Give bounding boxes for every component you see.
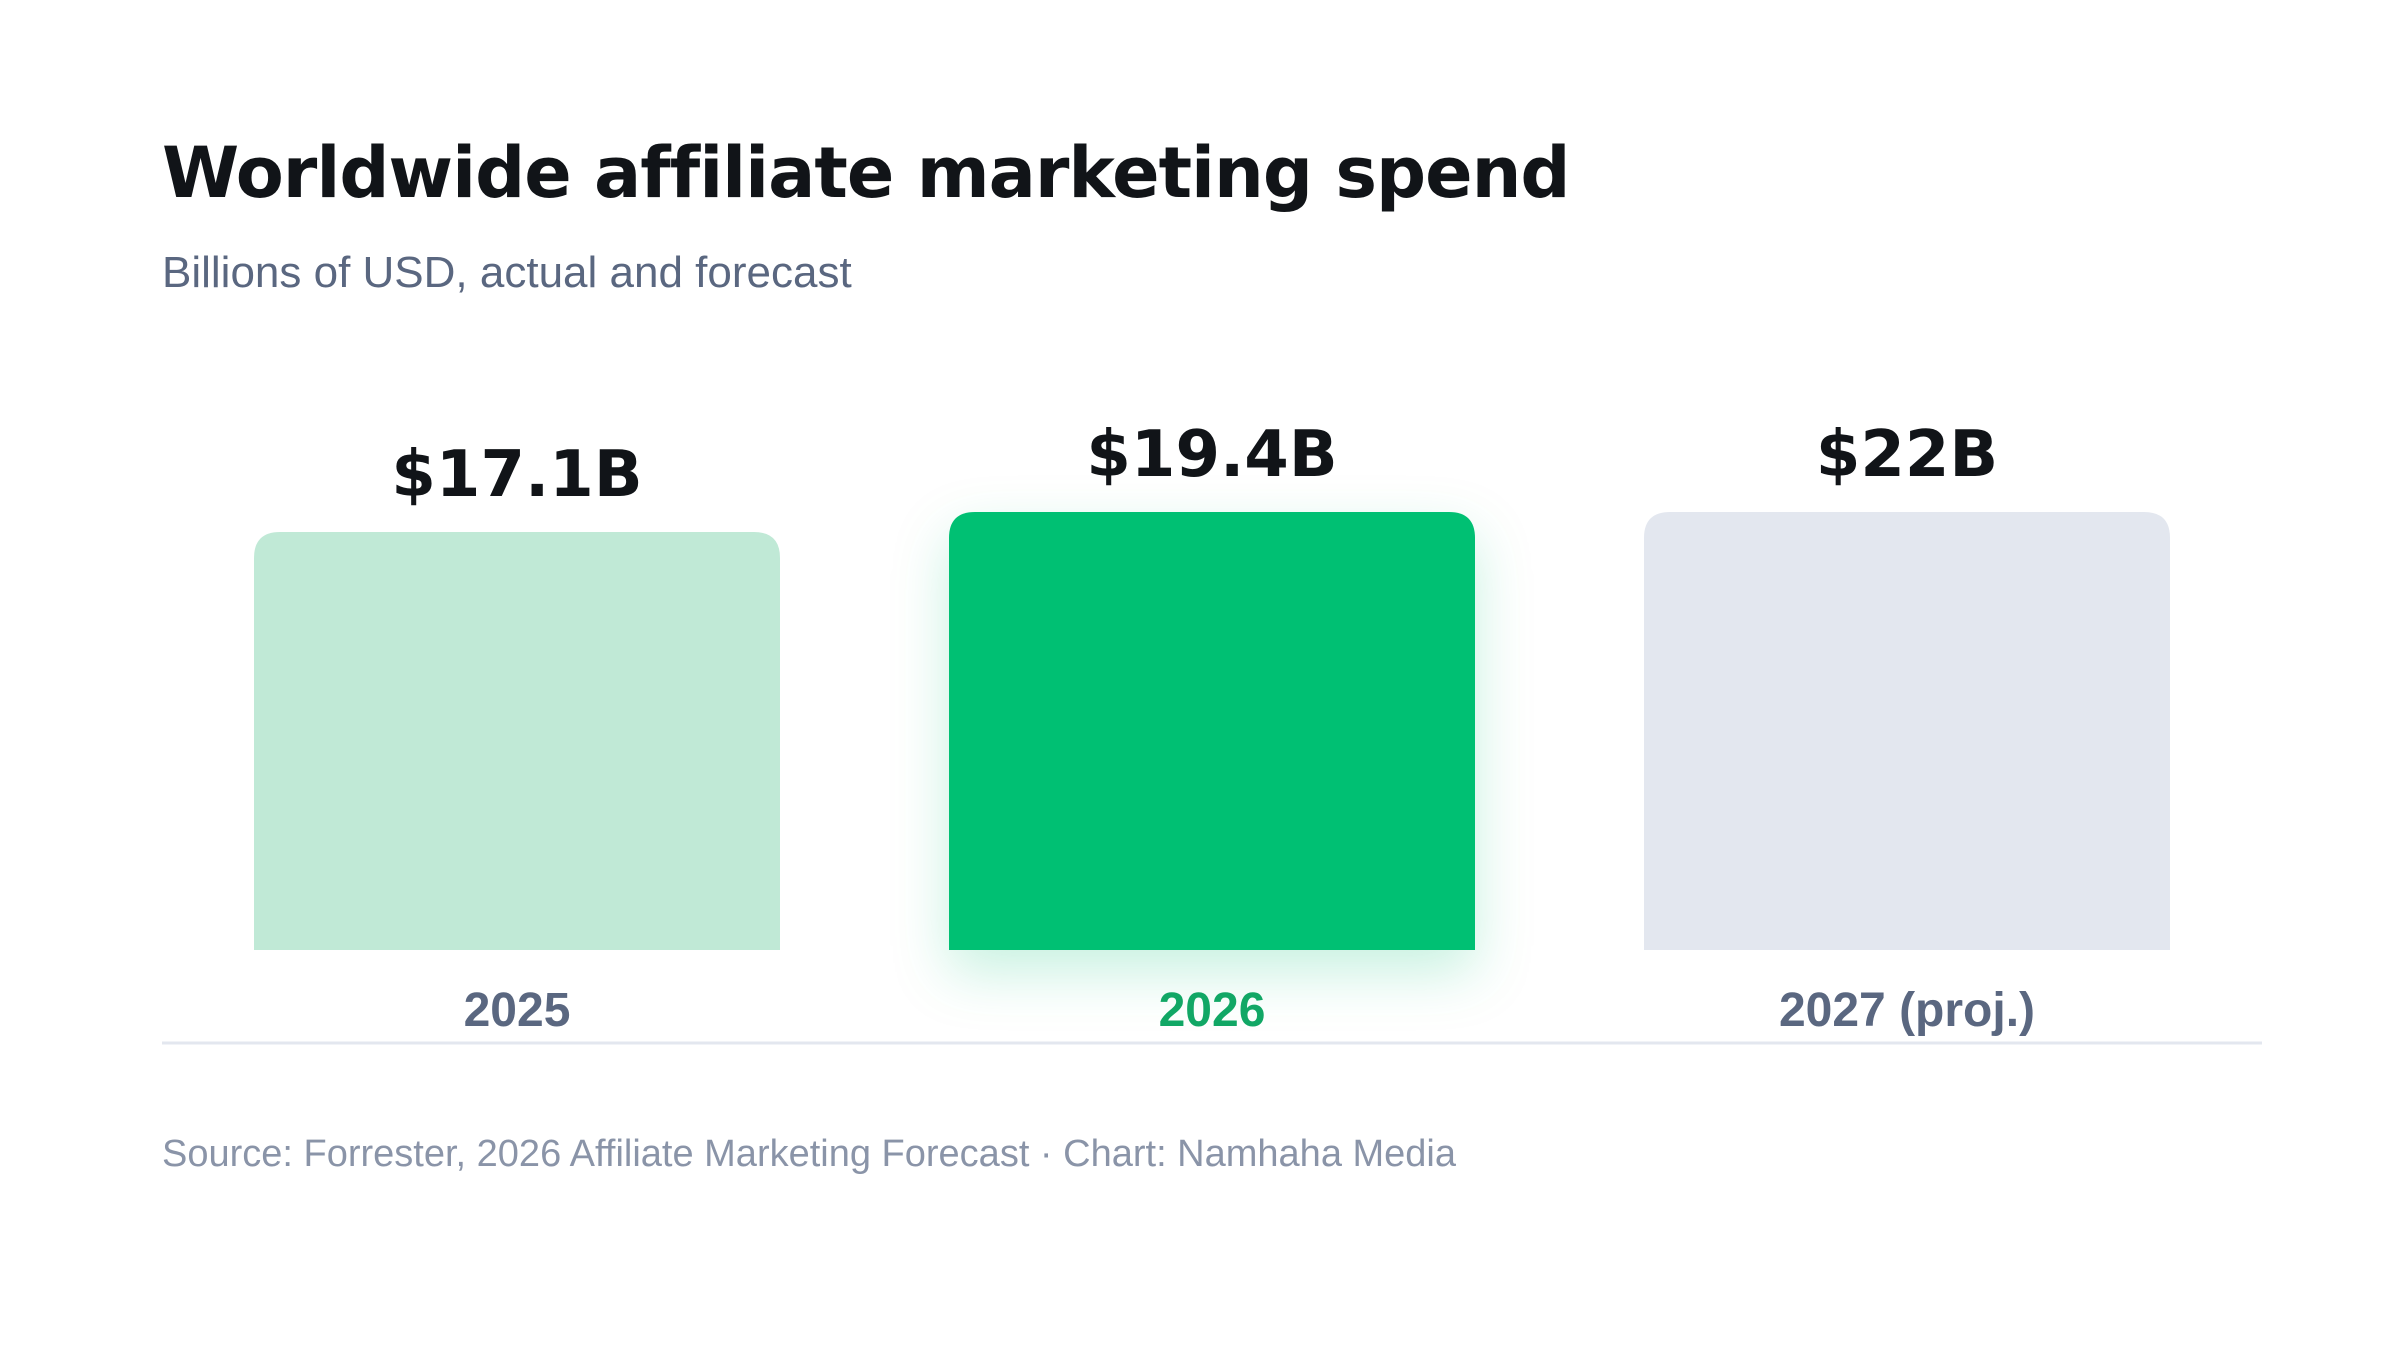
bar-2025: [254, 532, 780, 950]
chart-source-note: Source: Forrester, 2026 Affiliate Market…: [162, 1133, 1457, 1175]
chart-title: Worldwide affiliate marketing spend: [162, 132, 1571, 214]
category-label-2027: 2027 (proj.): [1779, 984, 2035, 1037]
value-label-2027: $22B: [1816, 418, 1998, 492]
value-label-2026: $19.4B: [1086, 418, 1337, 492]
bar-2027: [1644, 512, 2170, 950]
category-label-2026: 2026: [1159, 984, 1266, 1037]
category-label-2025: 2025: [464, 984, 571, 1037]
value-label-2025: $17.1B: [391, 438, 642, 512]
bar-2026: [949, 512, 1475, 950]
chart-subtitle: Billions of USD, actual and forecast: [162, 248, 852, 297]
